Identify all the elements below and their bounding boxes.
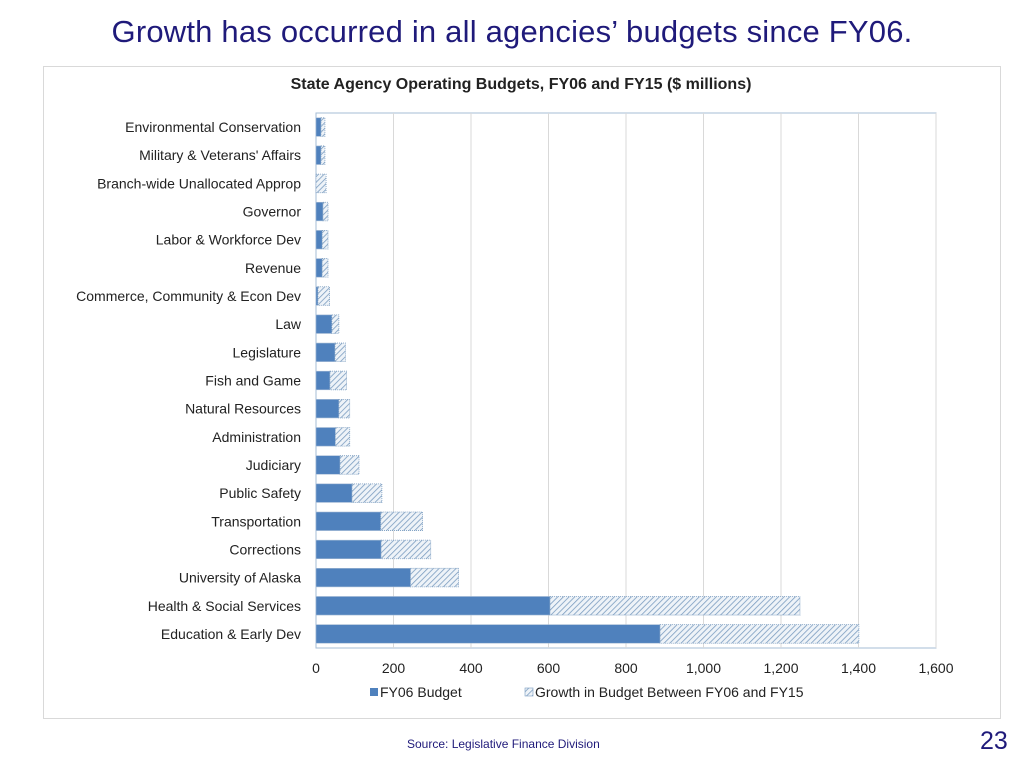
x-tick-label: 1,200 — [763, 660, 798, 676]
slide-title: Growth has occurred in all agencies’ bud… — [111, 14, 913, 49]
bar-fy06 — [315, 399, 340, 419]
bar-growth — [380, 511, 423, 531]
bar-fy06 — [315, 427, 336, 447]
category-label: Branch-wide Unallocated Approp — [97, 175, 301, 191]
bar-fy06 — [315, 483, 353, 503]
category-label: Military & Veterans' Affairs — [139, 147, 301, 163]
bar-growth — [320, 145, 326, 165]
bar-fy06 — [315, 201, 324, 222]
bar-fy06 — [315, 314, 333, 334]
category-label: Revenue — [245, 260, 301, 276]
bars — [315, 117, 860, 644]
bar-fy06 — [315, 370, 331, 391]
source-note: Source: Legislative Finance Division — [407, 737, 600, 751]
category-label: Health & Social Services — [148, 598, 301, 614]
legend-swatch-fy06 — [370, 688, 378, 696]
x-tick-label: 800 — [614, 660, 638, 676]
x-tick-label: 1,400 — [841, 660, 876, 676]
bar-growth — [334, 342, 346, 363]
chart-title: State Agency Operating Budgets, FY06 and… — [290, 76, 752, 93]
x-tick-label: 200 — [382, 660, 406, 676]
x-tick-label: 600 — [537, 660, 561, 676]
bar-fy06 — [315, 624, 661, 644]
x-tick-labels: 0 200 400 600 800 1,000 1,200 1,400 1,600 — [312, 660, 954, 676]
legend: FY06 Budget Growth in Budget Between FY06… — [370, 684, 804, 700]
bar-fy06 — [315, 511, 382, 531]
category-label: Governor — [243, 204, 302, 220]
x-tick-label: 1,000 — [686, 660, 721, 676]
category-label: Environmental Conservation — [125, 119, 301, 135]
category-label: Natural Resources — [185, 401, 301, 417]
bar-growth — [334, 427, 351, 447]
page-number: 23 — [980, 727, 1008, 755]
bar-fy06 — [315, 117, 322, 137]
bar-growth — [410, 567, 459, 588]
x-tick-label: 0 — [312, 660, 320, 676]
bar-growth — [351, 483, 383, 503]
legend-label-fy06: FY06 Budget — [380, 684, 462, 700]
bar-growth — [317, 286, 330, 306]
bar-growth — [338, 398, 351, 419]
bar-fy06 — [315, 258, 323, 278]
bar-growth — [315, 173, 327, 194]
category-label: Transportation — [211, 513, 301, 529]
legend-swatch-growth — [524, 687, 534, 697]
category-label: Law — [275, 316, 302, 332]
category-label: Judiciary — [246, 457, 301, 473]
bar-growth — [329, 370, 348, 391]
category-label: Legislature — [233, 344, 302, 360]
category-label: Labor & Workforce Dev — [156, 232, 301, 248]
bar-growth — [659, 624, 860, 644]
bar-fy06 — [315, 455, 341, 475]
bar-fy06 — [315, 230, 323, 250]
bar-growth — [380, 539, 432, 560]
category-label: Fish and Game — [205, 373, 301, 389]
gridlines — [315, 112, 937, 649]
category-labels: Environmental Conservation Military & Vet… — [76, 119, 302, 642]
x-tick-label: 1,600 — [918, 660, 953, 676]
bar-growth — [321, 258, 329, 278]
bar-growth — [322, 201, 329, 222]
bar-fy06 — [315, 596, 551, 616]
bar-growth — [331, 314, 340, 334]
bar-fy06 — [315, 145, 322, 165]
bar-growth — [549, 596, 801, 616]
bar-growth — [321, 230, 329, 250]
bar-fy06 — [315, 568, 411, 588]
category-label: Commerce, Community & Econ Dev — [76, 288, 301, 304]
category-label: Education & Early Dev — [161, 626, 301, 642]
bar-growth — [339, 455, 360, 475]
bar-growth — [320, 117, 326, 137]
bar-fy06 — [315, 342, 336, 362]
legend-label-growth: Growth in Budget Between FY06 and FY15 — [535, 684, 804, 700]
bar-fy06 — [315, 539, 382, 560]
x-tick-label: 400 — [459, 660, 483, 676]
category-label: University of Alaska — [179, 570, 301, 586]
category-label: Corrections — [229, 541, 301, 557]
category-label: Administration — [212, 429, 301, 445]
category-label: Public Safety — [219, 485, 301, 501]
